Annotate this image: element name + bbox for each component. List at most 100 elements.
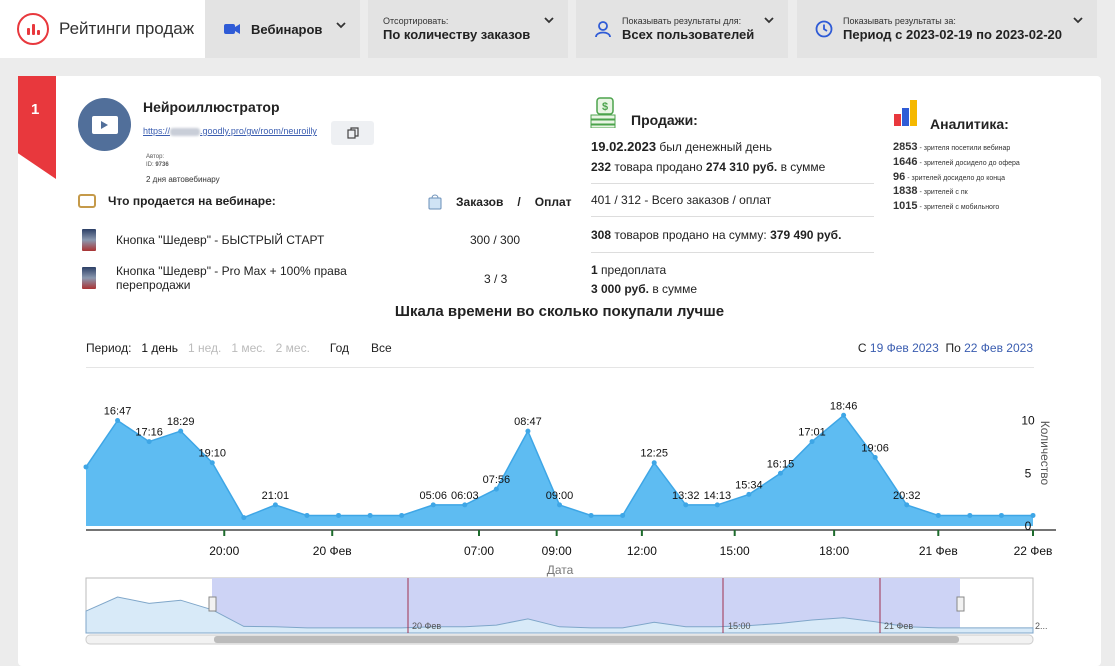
- to-date-input[interactable]: 22 Фев 2023: [964, 341, 1033, 355]
- y-tick-label: 5: [1025, 466, 1032, 480]
- x-tick-label: 18:00: [819, 544, 849, 558]
- period-option-1-day[interactable]: 1 день: [141, 341, 178, 355]
- analytics-bars-icon: [894, 100, 917, 126]
- audience-filter-dropdown[interactable]: Показывать результаты для: Всех пользова…: [576, 0, 788, 58]
- prepay-tail: в сумме: [652, 282, 698, 296]
- id-label: ID:: [146, 162, 154, 168]
- analytics-value: 1838: [893, 185, 918, 197]
- data-point: [904, 502, 910, 508]
- period-option-1-month[interactable]: 1 мес.: [231, 341, 266, 355]
- navigator-label: 2...: [1035, 621, 1048, 631]
- period-selector: Период: 1 день 1 нед. 1 мес. 2 мес. Год …: [86, 341, 402, 355]
- video-camera-icon: [221, 18, 243, 40]
- data-point: [209, 460, 215, 466]
- sells-header: Что продается на вебинаре:: [78, 194, 276, 208]
- data-point: [493, 486, 499, 492]
- sort-filter-dropdown[interactable]: Отсортировать: По количеству заказов: [368, 0, 568, 58]
- data-point: [714, 502, 720, 508]
- best-day-text: был денежный день: [659, 140, 772, 154]
- data-point: [998, 512, 1004, 518]
- date-range: С 19 Фев 2023 По 22 Фев 2023: [858, 341, 1033, 355]
- product-name: Кнопка "Шедевр" - БЫСТРЫЙ СТАРТ: [116, 233, 325, 247]
- data-point: [115, 418, 121, 424]
- data-point: [872, 454, 878, 460]
- analytics-item: 1838- зрителей с пк: [893, 185, 968, 197]
- analytics-title: Аналитика:: [930, 116, 1009, 132]
- payments-label: Оплат: [534, 195, 572, 209]
- product-thumbnail: [82, 267, 96, 289]
- data-point: [336, 512, 342, 518]
- analytics-text: - зрителя посетили вебинар: [919, 145, 1011, 152]
- author-label: Автор:: [146, 154, 165, 160]
- sold-count: 232: [591, 160, 612, 174]
- data-label: 19:10: [199, 448, 227, 460]
- webinar-room-link[interactable]: https:// .goodly.pro/gw/room/neuroilly: [143, 126, 317, 136]
- data-point: [935, 512, 941, 518]
- type-filter-value: Вебинаров: [251, 21, 323, 37]
- total-sold-sum: 379 490 руб.: [770, 228, 842, 242]
- prepay-text: предоплата: [601, 263, 667, 277]
- blurred-subdomain: [170, 127, 201, 136]
- product-name: Кнопка "Шедевр" - Pro Max + 100% права п…: [116, 264, 347, 292]
- from-date-input[interactable]: 19 Фев 2023: [869, 341, 939, 355]
- navigator-handle[interactable]: [956, 596, 965, 612]
- analytics-text: - зрителей с мобильного: [919, 204, 1000, 211]
- period-filter-dropdown[interactable]: Показывать результаты за: Период с 2023-…: [797, 0, 1097, 58]
- data-label: 21:01: [262, 490, 290, 502]
- data-point: [841, 412, 847, 418]
- period-option-2-months[interactable]: 2 мес.: [275, 341, 310, 355]
- webinar-card: 1 Нейроиллюстратор https:// .goodly.pro/g…: [18, 76, 1101, 666]
- data-label: 12:25: [640, 448, 668, 460]
- data-point: [809, 439, 815, 445]
- total-orders-line: 401 / 312 - Всего заказов / оплат: [591, 193, 772, 207]
- orders-header: Заказов / Оплат: [426, 193, 572, 211]
- data-label: 13:32: [672, 490, 700, 502]
- orders-label: Заказов: [456, 195, 504, 209]
- orders-separator: /: [517, 195, 521, 209]
- chevron-down-icon: [1073, 17, 1083, 24]
- navigator-handle[interactable]: [208, 596, 217, 612]
- data-point: [430, 502, 436, 508]
- sort-filter-label: Отсортировать:: [383, 16, 449, 26]
- product-row: Кнопка "Шедевр" - БЫСТРЫЙ СТАРТ: [82, 229, 324, 251]
- analytics-value: 96: [893, 171, 906, 183]
- period-option-year[interactable]: Год: [329, 341, 350, 355]
- navigator-label: 21 Фев: [884, 621, 913, 631]
- analytics-value: 1646: [893, 156, 918, 168]
- period-label: Период:: [86, 341, 132, 355]
- x-axis-title: Дата: [547, 563, 574, 577]
- divider: [591, 216, 874, 217]
- data-point: [462, 502, 468, 508]
- divider: [86, 367, 1034, 368]
- x-tick-label: 15:00: [720, 544, 750, 558]
- data-point: [967, 512, 973, 518]
- from-label: С: [857, 341, 867, 355]
- period-option-1-week[interactable]: 1 нед.: [187, 341, 222, 355]
- type-filter-dropdown[interactable]: Вебинаров: [205, 0, 360, 58]
- wallet-icon: [78, 194, 96, 208]
- prepay-sum-line: 3 000 руб. в сумме: [591, 282, 697, 296]
- data-label: 07:56: [483, 474, 511, 486]
- x-tick-label: 20 Фев: [313, 544, 352, 558]
- link-prefix: https://: [143, 126, 171, 136]
- data-point: [272, 502, 278, 508]
- sold-sum: 274 310 руб.: [705, 160, 778, 174]
- data-label: 15:34: [735, 479, 763, 491]
- analytics-value: 1015: [893, 200, 918, 212]
- total-sold-count: 308: [591, 228, 612, 242]
- navigator-scrollbar-thumb[interactable]: [214, 636, 959, 643]
- product-counts: 3 / 3: [484, 272, 508, 286]
- chevron-down-icon: [336, 22, 346, 29]
- brand: Рейтинги продаж: [0, 0, 205, 58]
- webinar-avatar: [78, 98, 131, 151]
- best-day-date: 19.02.2023: [591, 139, 657, 154]
- data-label: 18:46: [830, 400, 858, 412]
- data-label: 20:32: [893, 490, 921, 502]
- copy-link-button[interactable]: [331, 121, 374, 145]
- data-point: [746, 491, 752, 497]
- bar-chart-logo-icon: [17, 13, 49, 45]
- data-label: 18:29: [167, 416, 195, 428]
- prepay-sum: 3 000 руб.: [591, 282, 649, 296]
- period-option-all[interactable]: Все: [371, 341, 392, 355]
- product-row: Кнопка "Шедевр" - Pro Max + 100% права п…: [82, 264, 376, 292]
